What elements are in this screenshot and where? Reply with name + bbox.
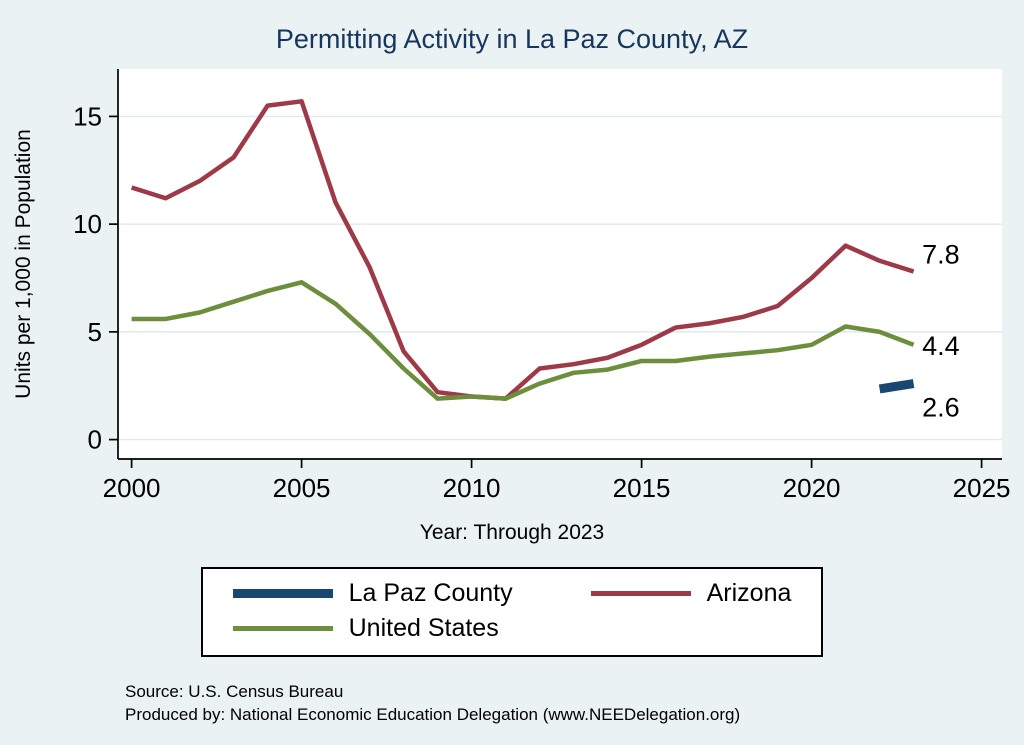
legend-wrapper: La Paz County Arizona United States	[0, 567, 1024, 657]
y-tick-label: 10	[73, 209, 102, 239]
legend-swatch-united-states	[232, 626, 333, 631]
legend-swatch-la-paz-county	[232, 589, 333, 598]
x-tick-label: 2025	[953, 473, 1011, 503]
chart-title: Permitting Activity in La Paz County, AZ	[275, 24, 749, 54]
y-tick-label: 0	[88, 425, 102, 455]
x-tick-label: 2020	[783, 473, 841, 503]
x-tick-label: 2005	[273, 473, 331, 503]
x-tick-label: 2000	[103, 473, 161, 503]
series-line-arizona	[130, 99, 915, 401]
x-tick-label: 2010	[443, 473, 501, 503]
chart-notes: Source: U.S. Census Bureau Produced by: …	[125, 681, 1024, 727]
end-label-7.8: 7.8	[922, 239, 960, 269]
y-tick-label: 15	[73, 101, 102, 131]
legend-label-arizona: Arizona	[706, 579, 792, 607]
legend-box: La Paz County Arizona United States	[200, 567, 824, 657]
y-axis-title: Units per 1,000 in Population	[12, 129, 35, 399]
legend-item-la-paz-county: La Paz County	[232, 579, 513, 608]
x-axis-title: Year: Through 2023	[419, 521, 605, 544]
plot-area	[118, 69, 1002, 459]
series-line-la-paz-county	[878, 379, 915, 394]
produced-by-note: Produced by: National Economic Education…	[125, 704, 741, 724]
x-tick-label: 2015	[613, 473, 671, 503]
legend-label-la-paz-county: La Paz County	[348, 579, 513, 607]
series-line-united-states	[131, 280, 915, 401]
legend-item-arizona: Arizona	[590, 579, 792, 608]
chart-canvas: 0 5 10 15 2000 2005 2010 2015 2020 2025 Units per …	[12, 69, 1011, 503]
end-label-4.4: 4.4	[922, 331, 960, 361]
legend: La Paz County Arizona United States	[232, 579, 792, 643]
legend-swatch-arizona	[590, 591, 691, 596]
source-note: Source: U.S. Census Bureau	[125, 682, 344, 701]
legend-item-united-states: United States	[232, 614, 499, 643]
legend-label-united-states: United States	[348, 614, 499, 642]
y-tick-label: 5	[88, 317, 102, 347]
end-label-2.6: 2.6	[922, 392, 960, 422]
